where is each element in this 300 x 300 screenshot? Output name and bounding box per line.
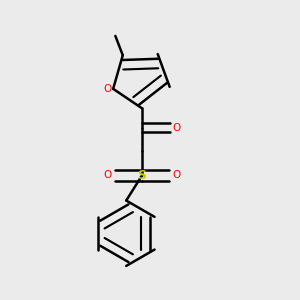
Text: O: O <box>104 170 112 180</box>
Text: O: O <box>173 123 181 133</box>
Text: O: O <box>172 170 180 180</box>
Text: O: O <box>104 84 112 94</box>
Text: S: S <box>138 169 147 182</box>
